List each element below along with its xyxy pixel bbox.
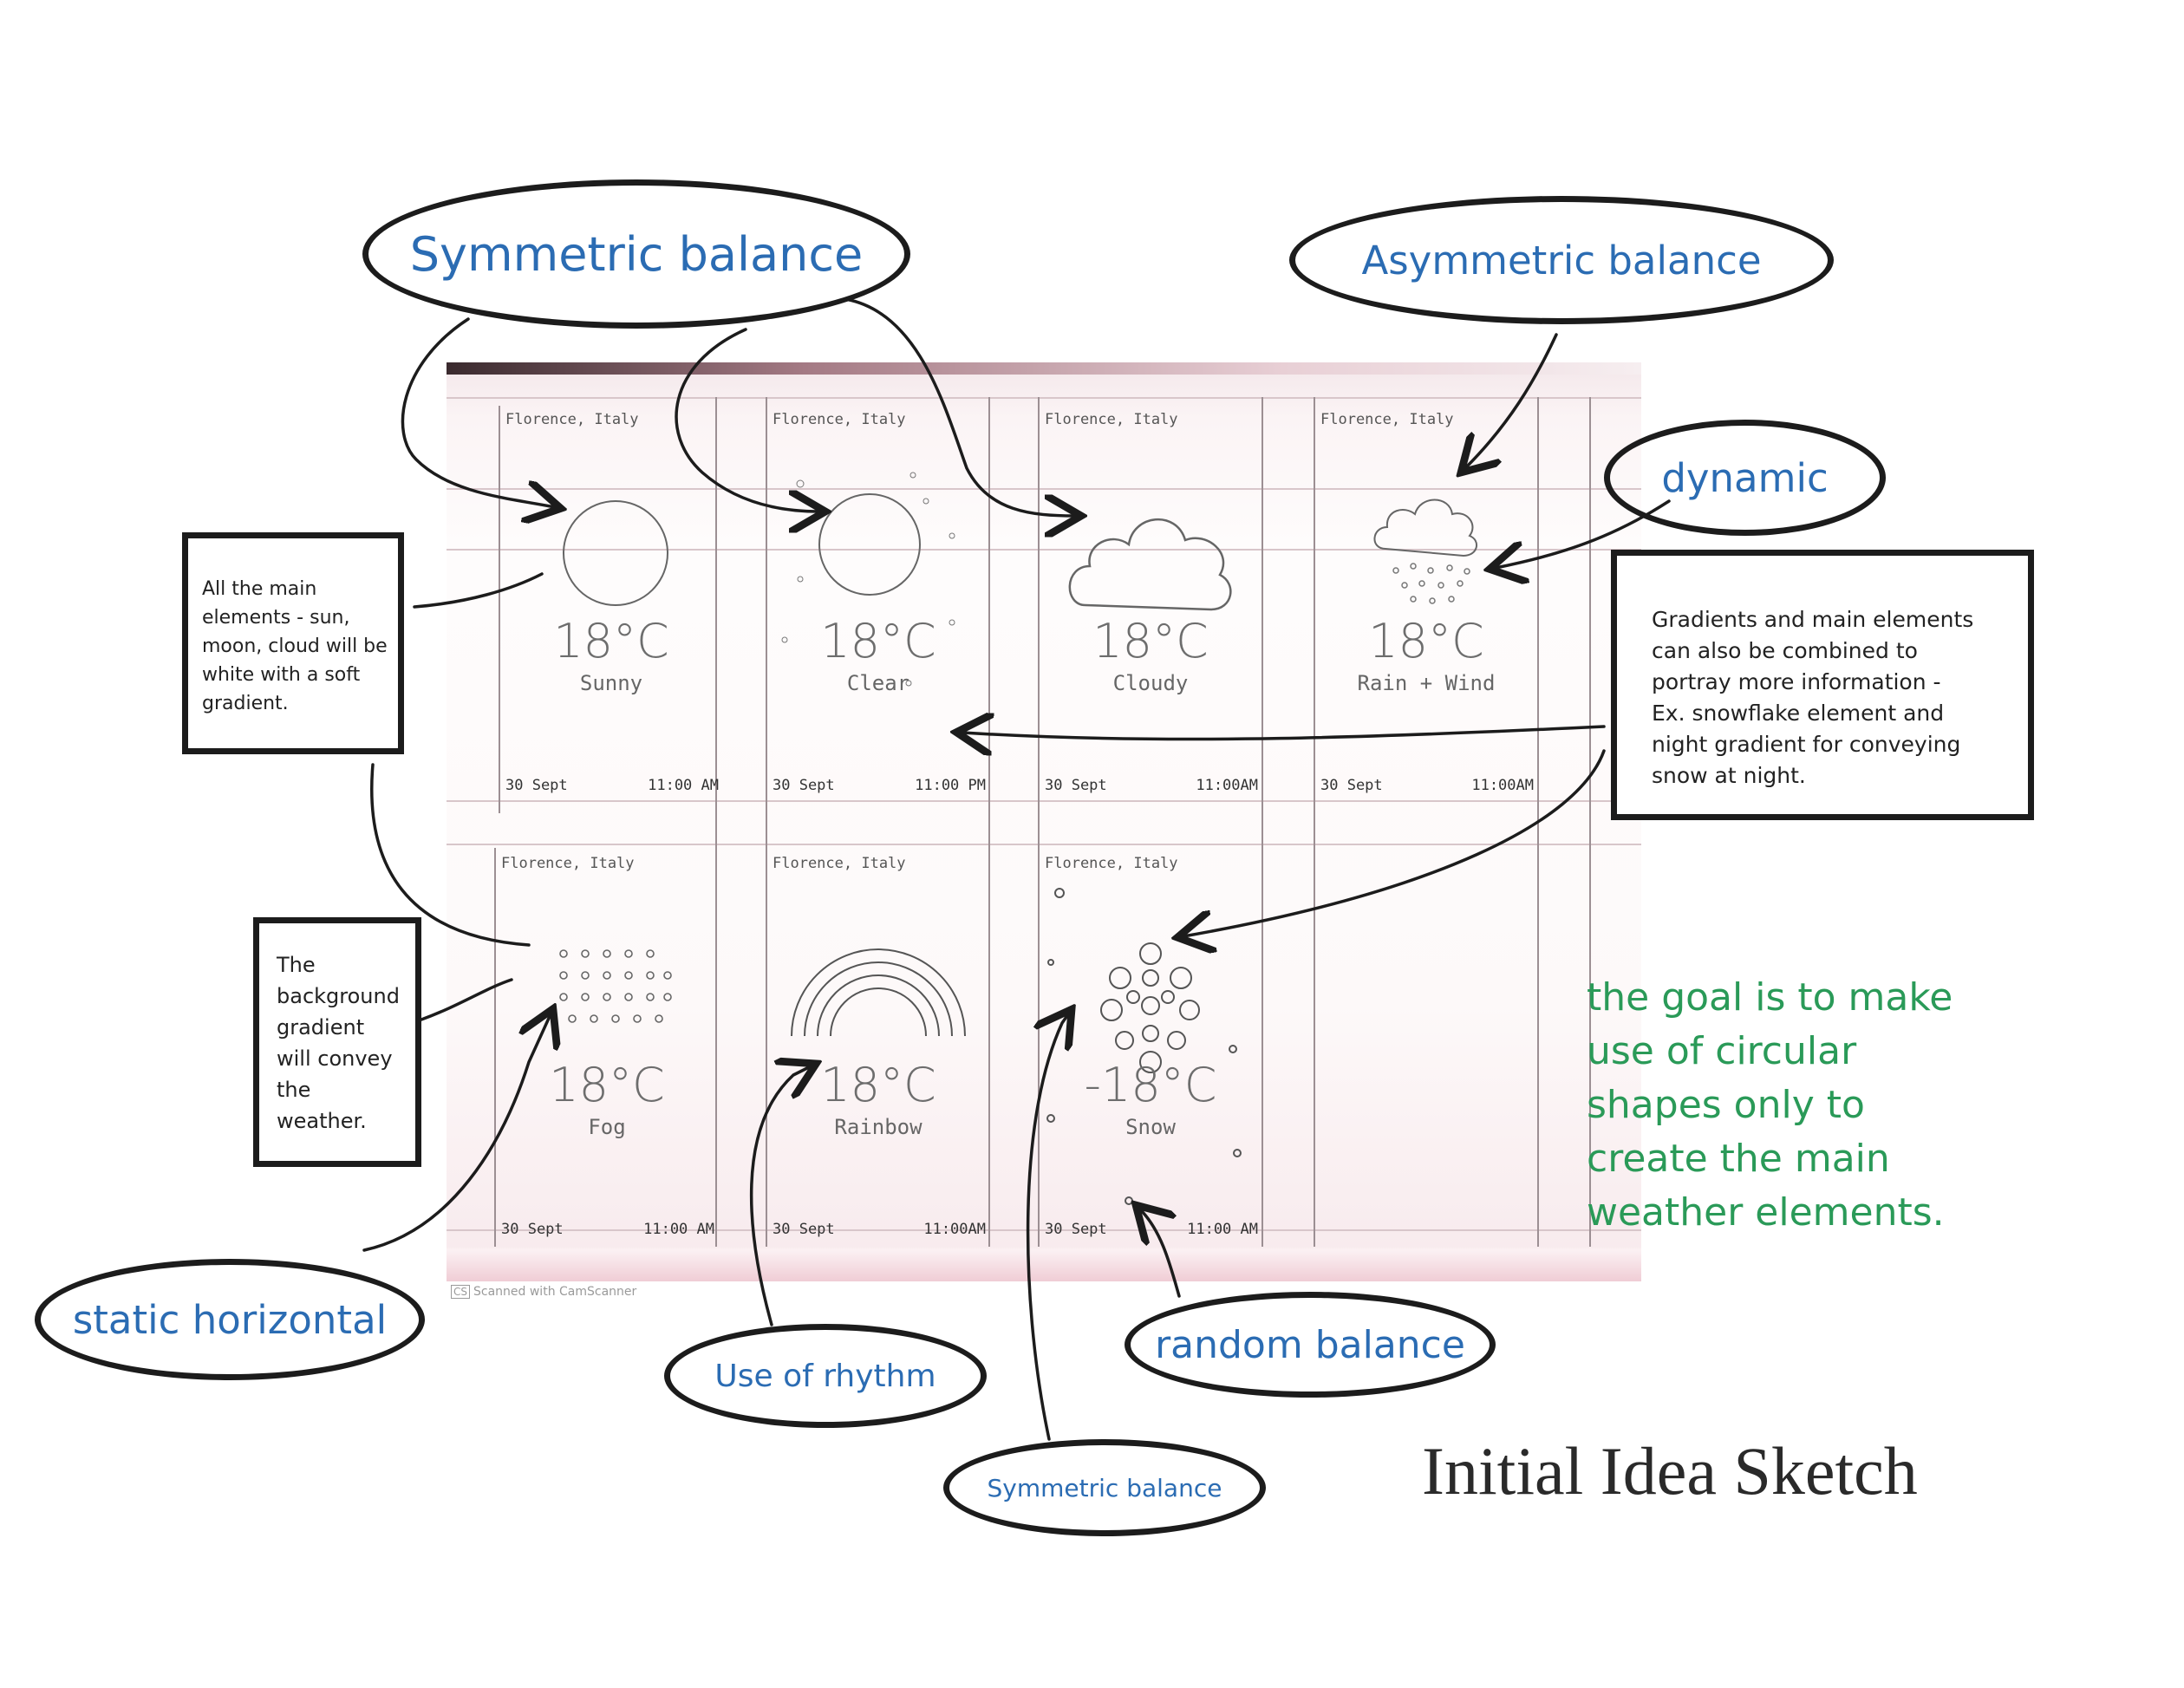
panel-border <box>988 397 990 1247</box>
panel-date: 30 Sept <box>1045 777 1107 794</box>
bubble-label: Asymmetric balance <box>1361 237 1762 284</box>
panel-condition: Sunny <box>579 671 643 695</box>
panel-condition: Rain + Wind <box>1357 671 1496 695</box>
scan-bottom-edge <box>447 1247 1641 1281</box>
fog-dots-icon <box>559 949 672 1023</box>
panel-temperature: 18°C <box>553 614 669 668</box>
rain-cloud-icon <box>1373 499 1477 604</box>
panel-time: 11:00 AM <box>1187 1221 1258 1238</box>
panel-time: 11:00AM <box>923 1221 986 1238</box>
note-background-gradient: The background gradient will convey the … <box>253 917 421 1167</box>
snowflake-icon <box>1046 888 1242 1205</box>
panel-temperature: 18°C <box>820 1058 936 1112</box>
panel-border <box>1038 397 1040 1247</box>
bubble-label: Symmetric balance <box>987 1473 1222 1502</box>
panel-location: Florence, Italy <box>1320 411 1454 428</box>
panel-location: Florence, Italy <box>1045 411 1178 428</box>
sun-icon <box>563 500 668 606</box>
panel-location: Florence, Italy <box>1045 855 1178 872</box>
panel-time: 11:00 AM <box>648 777 719 794</box>
bubble-asymmetric-balance: Asymmetric balance <box>1289 196 1834 324</box>
panel-location: Florence, Italy <box>773 411 906 428</box>
guide-line <box>447 800 1641 802</box>
panel-border <box>766 397 767 1247</box>
rainbow-icon <box>791 948 966 1037</box>
panel-date: 30 Sept <box>773 777 835 794</box>
panel-location: Florence, Italy <box>501 855 635 872</box>
note-text: The background gradient will convey the … <box>277 953 400 1133</box>
bubble-static-horizontal: static horizontal <box>35 1259 425 1380</box>
panel-date: 30 Sept <box>505 777 568 794</box>
scanned-sketch: Florence, Italy 18°C Sunny 30 Sept 11:00… <box>447 362 1641 1281</box>
scan-top-edge <box>447 362 1641 375</box>
panel-date: 30 Sept <box>773 1221 835 1238</box>
panel-time: 11:00 PM <box>915 777 986 794</box>
bubble-dynamic: dynamic <box>1604 420 1886 536</box>
panel-border <box>715 397 717 1247</box>
weather-panel-sunny: Florence, Italy 18°C Sunny 30 Sept 11:00… <box>499 406 724 805</box>
panel-temperature: 18°C <box>1368 614 1484 668</box>
panel-temperature: 18°C <box>549 1058 665 1112</box>
panel-date: 30 Sept <box>1045 1221 1107 1238</box>
weather-panel-snow: Florence, Italy <box>1038 850 1263 1248</box>
panel-date: 30 Sept <box>1320 777 1383 794</box>
panel-temperature: -18°C <box>1084 1058 1217 1112</box>
bubble-label: Use of rhythm <box>714 1358 936 1394</box>
note-text: Gradients and main elements can also be … <box>1652 607 1974 788</box>
panel-time: 11:00AM <box>1196 777 1258 794</box>
weather-panel-cloudy: Florence, Italy 18°C Cloudy 30 Sept 11:0… <box>1038 406 1263 805</box>
goal-statement: the goal is to make use of circular shap… <box>1587 975 1953 1235</box>
panel-location: Florence, Italy <box>773 855 906 872</box>
guide-line <box>447 549 1641 551</box>
panel-condition: Rainbow <box>834 1115 922 1139</box>
bubble-label: random balance <box>1155 1322 1465 1367</box>
panel-condition: Snow <box>1125 1115 1176 1139</box>
panel-condition: Fog <box>588 1115 626 1139</box>
panel-date: 30 Sept <box>501 1221 564 1238</box>
weather-panel-rainbow: Florence, Italy 18°C Rainbow 30 Sept 11:… <box>766 850 991 1248</box>
bubble-use-of-rhythm: Use of rhythm <box>664 1324 987 1428</box>
panel-location: Florence, Italy <box>505 411 639 428</box>
weather-panel-clear: Florence, Italy 18°C Clear 30 Sept 11:00… <box>766 406 991 805</box>
panel-border <box>499 406 500 813</box>
scanner-badge: CS <box>451 1285 470 1299</box>
scanner-label: Scanned with CamScanner <box>473 1285 637 1299</box>
bubble-symmetric-balance-top: Symmetric balance <box>362 179 910 329</box>
guide-line <box>447 844 1641 845</box>
guide-line <box>447 397 1641 399</box>
weather-panel-rain-wind: Florence, Italy 18°C Rain + Wind 30 Sept… <box>1314 406 1539 805</box>
note-gradients-combined: Gradients and main elements can also be … <box>1611 550 2034 820</box>
panel-time: 11:00 AM <box>643 1221 714 1238</box>
panel-condition: Clear <box>846 671 910 695</box>
panel-time: 11:00AM <box>1471 777 1534 794</box>
bubble-label: Symmetric balance <box>409 226 864 282</box>
weather-panel-empty <box>1314 850 1539 1248</box>
panel-temperature: 18°C <box>1092 614 1209 668</box>
note-text: All the main elements - sun, moon, cloud… <box>202 578 388 714</box>
cloud-icon <box>1068 518 1232 611</box>
bubble-label: dynamic <box>1661 454 1829 501</box>
bubble-symmetric-balance-bottom: Symmetric balance <box>943 1439 1266 1536</box>
bubble-random-balance: random balance <box>1125 1292 1496 1398</box>
scanner-watermark: CS Scanned with CamScanner <box>451 1285 636 1299</box>
panel-condition: Cloudy <box>1112 671 1189 695</box>
page-title: Initial Idea Sketch <box>1422 1433 1918 1509</box>
bubble-label: static horizontal <box>72 1296 388 1343</box>
weather-panel-fog: Florence, Italy 18°C Fog 30 Sept 11:00 A… <box>494 850 720 1248</box>
note-main-elements: All the main elements - sun, moon, cloud… <box>182 532 404 754</box>
panel-temperature: 18°C <box>820 614 936 668</box>
